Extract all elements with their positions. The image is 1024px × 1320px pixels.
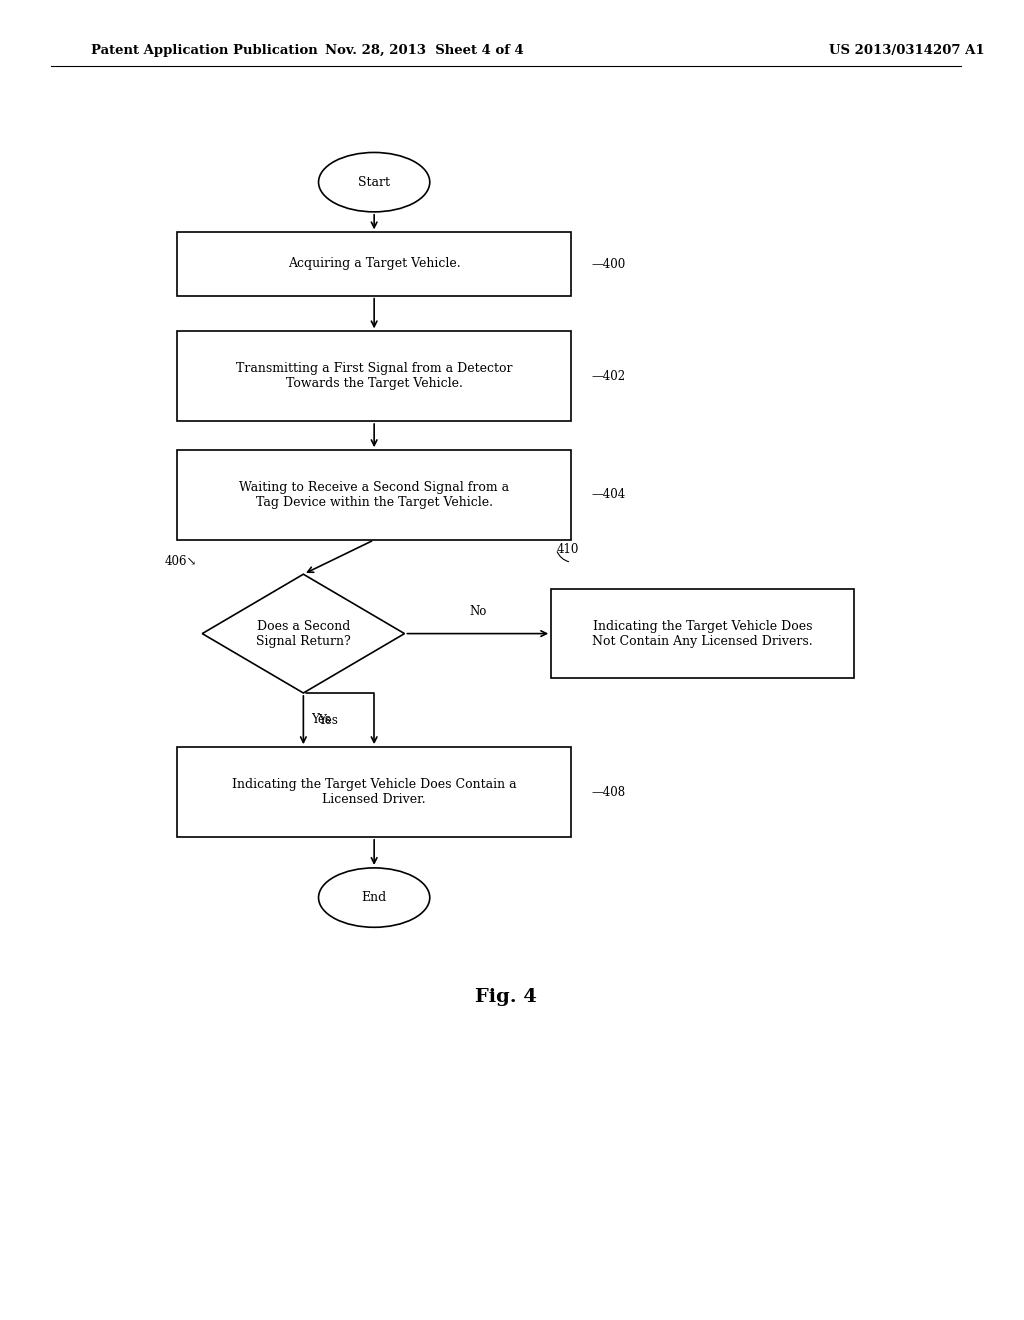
Text: Acquiring a Target Vehicle.: Acquiring a Target Vehicle. (288, 257, 461, 271)
Text: Indicating the Target Vehicle Does Contain a
Licensed Driver.: Indicating the Target Vehicle Does Conta… (231, 777, 516, 807)
Text: Waiting to Receive a Second Signal from a
Tag Device within the Target Vehicle.: Waiting to Receive a Second Signal from … (239, 480, 509, 510)
Text: No: No (469, 605, 486, 618)
Text: Transmitting a First Signal from a Detector
Towards the Target Vehicle.: Transmitting a First Signal from a Detec… (236, 362, 512, 391)
Text: Nov. 28, 2013  Sheet 4 of 4: Nov. 28, 2013 Sheet 4 of 4 (326, 44, 524, 57)
Text: —404: —404 (592, 488, 626, 502)
Text: Does a Second
Signal Return?: Does a Second Signal Return? (256, 619, 351, 648)
Text: US 2013/0314207 A1: US 2013/0314207 A1 (829, 44, 985, 57)
Text: Start: Start (358, 176, 390, 189)
Text: —402: —402 (592, 370, 626, 383)
Text: 410: 410 (556, 543, 579, 556)
Text: End: End (361, 891, 387, 904)
Text: Patent Application Publication: Patent Application Publication (91, 44, 317, 57)
Text: —400: —400 (592, 257, 626, 271)
Text: Yes: Yes (318, 714, 338, 726)
Text: —408: —408 (592, 785, 626, 799)
Text: Indicating the Target Vehicle Does
Not Contain Any Licensed Drivers.: Indicating the Target Vehicle Does Not C… (593, 619, 813, 648)
Text: 406↘: 406↘ (165, 554, 198, 568)
Text: Yes: Yes (311, 713, 332, 726)
Text: Fig. 4: Fig. 4 (475, 987, 537, 1006)
